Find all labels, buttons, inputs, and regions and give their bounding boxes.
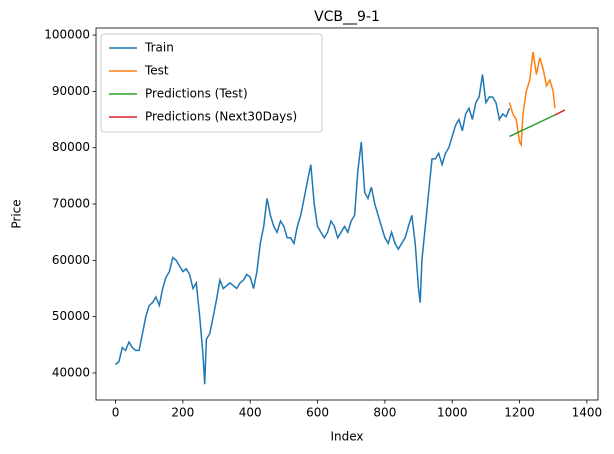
plot-frame bbox=[95, 27, 599, 401]
x-tick-label: 200 bbox=[171, 406, 194, 420]
y-axis-label: Price bbox=[10, 199, 24, 228]
legend-box bbox=[100, 33, 323, 133]
legend-label: Test bbox=[144, 64, 169, 78]
legend-label: Predictions (Test) bbox=[145, 87, 248, 101]
legend: Train Test Predictions (Test) Predictions (… bbox=[100, 33, 323, 133]
y-tick-label: 50000 bbox=[52, 309, 90, 323]
x-tick-label: 0 bbox=[112, 406, 120, 420]
y-tick-label: 70000 bbox=[52, 197, 90, 211]
x-tick-label: 800 bbox=[373, 406, 396, 420]
series-line bbox=[509, 114, 556, 138]
chart-title: VCB__9-1 bbox=[314, 9, 380, 25]
x-tick-label: 400 bbox=[239, 406, 262, 420]
series-line bbox=[554, 109, 566, 116]
y-tick-label: 90000 bbox=[52, 84, 90, 98]
y-tick-label: 40000 bbox=[52, 365, 90, 379]
x-tick-label: 1200 bbox=[504, 406, 535, 420]
x-axis-label: Index bbox=[330, 430, 363, 444]
series-line bbox=[508, 51, 556, 148]
legend-label: Train bbox=[144, 41, 174, 55]
x-tick-label: 1000 bbox=[437, 406, 468, 420]
x-tick-label: 600 bbox=[306, 406, 329, 420]
series-line bbox=[115, 74, 511, 385]
legend-label: Predictions (Next30Days) bbox=[145, 110, 297, 124]
x-tick-label: 1400 bbox=[572, 406, 603, 420]
y-tick-label: 100000 bbox=[44, 28, 90, 42]
y-tick-label: 60000 bbox=[52, 253, 90, 267]
y-tick-label: 80000 bbox=[52, 140, 90, 154]
